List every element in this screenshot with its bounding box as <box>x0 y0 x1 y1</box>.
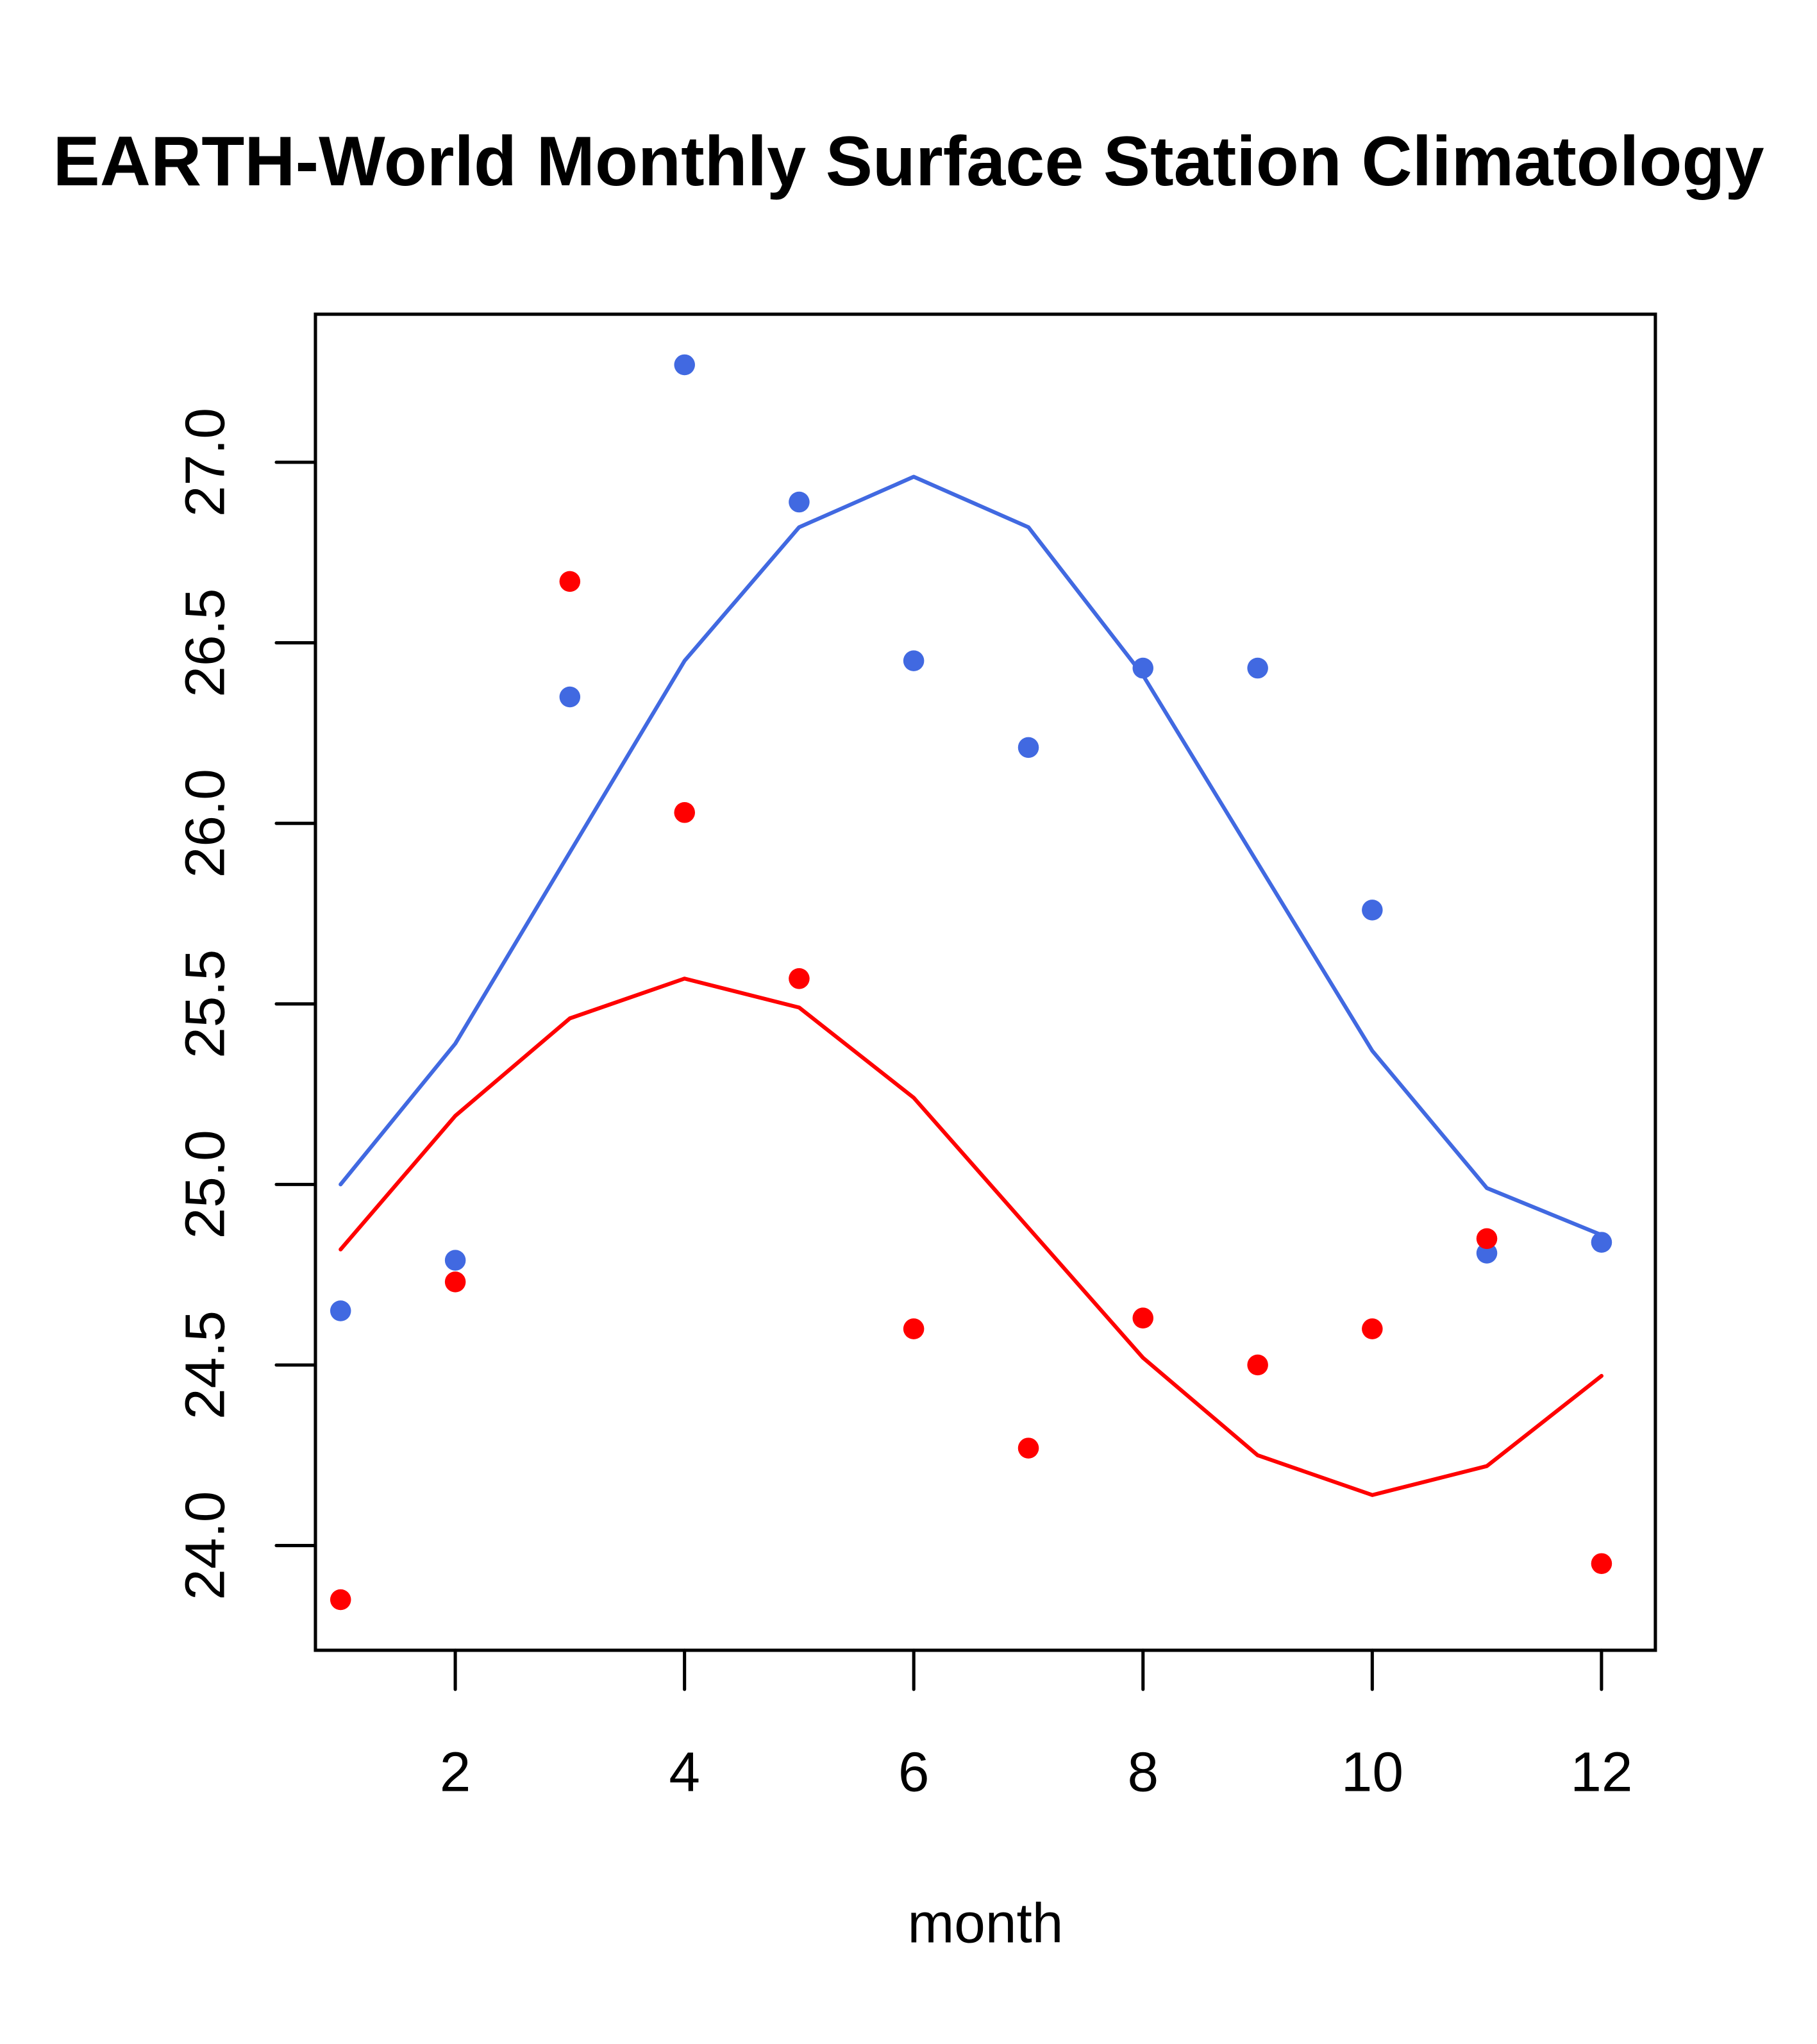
x-tick-label: 10 <box>1341 1740 1403 1803</box>
blue-point-month-12 <box>1591 1232 1612 1253</box>
blue-points <box>330 354 1612 1321</box>
red-line <box>339 976 1603 1497</box>
red-point-month-11 <box>1476 1228 1498 1250</box>
x-axis: 2 4 6 8 10 12 <box>440 1648 1632 1803</box>
plot-frame <box>314 312 1657 1652</box>
y-tick-label: 26.5 <box>174 589 237 698</box>
blue-point-month-10 <box>1362 900 1383 921</box>
y-tick-label: 25.5 <box>174 950 237 1059</box>
blue-point-month-9 <box>1247 657 1268 679</box>
red-point-month-5 <box>789 968 810 989</box>
blue-point-month-6 <box>903 650 925 671</box>
blue-point-month-11 <box>1476 1243 1498 1264</box>
blue-point-month-2 <box>444 1250 466 1271</box>
y-tick-label: 24.5 <box>174 1311 237 1420</box>
red-point-month-1 <box>330 1589 351 1611</box>
red-point-month-4 <box>674 802 695 823</box>
red-point-month-12 <box>1591 1553 1612 1574</box>
blue-point-month-7 <box>1017 737 1039 758</box>
red-points <box>330 571 1612 1611</box>
x-tick-label: 2 <box>440 1740 471 1803</box>
x-tick-label: 8 <box>1127 1740 1159 1803</box>
blue-point-month-5 <box>789 491 810 513</box>
red-point-month-3 <box>559 571 581 592</box>
blue-line <box>339 474 1603 1237</box>
x-tick-label: 12 <box>1570 1740 1632 1803</box>
blue-point-month-4 <box>674 354 695 376</box>
y-tick-label: 27.0 <box>174 408 237 517</box>
y-axis: 24.0 24.5 25.0 25.5 26.0 26.5 27.0 <box>174 408 317 1600</box>
blue-point-month-8 <box>1132 657 1154 679</box>
blue-point-month-3 <box>559 686 581 708</box>
y-tick-label: 26.0 <box>174 769 237 878</box>
red-point-month-7 <box>1017 1437 1039 1459</box>
y-tick-label: 24.0 <box>174 1491 237 1600</box>
red-point-month-10 <box>1362 1318 1383 1339</box>
red-point-month-6 <box>903 1318 925 1339</box>
x-tick-label: 6 <box>898 1740 930 1803</box>
x-axis-label: month <box>907 1891 1063 1954</box>
y-tick-label: 25.0 <box>174 1130 237 1239</box>
red-point-month-8 <box>1132 1307 1154 1328</box>
red-point-month-9 <box>1247 1354 1268 1376</box>
chart-title: EARTH-World Monthly Surface Station Clim… <box>53 122 1764 201</box>
red-point-month-2 <box>444 1271 466 1293</box>
plot-area <box>330 354 1612 1611</box>
x-tick-label: 4 <box>669 1740 700 1803</box>
blue-point-month-1 <box>330 1300 351 1321</box>
